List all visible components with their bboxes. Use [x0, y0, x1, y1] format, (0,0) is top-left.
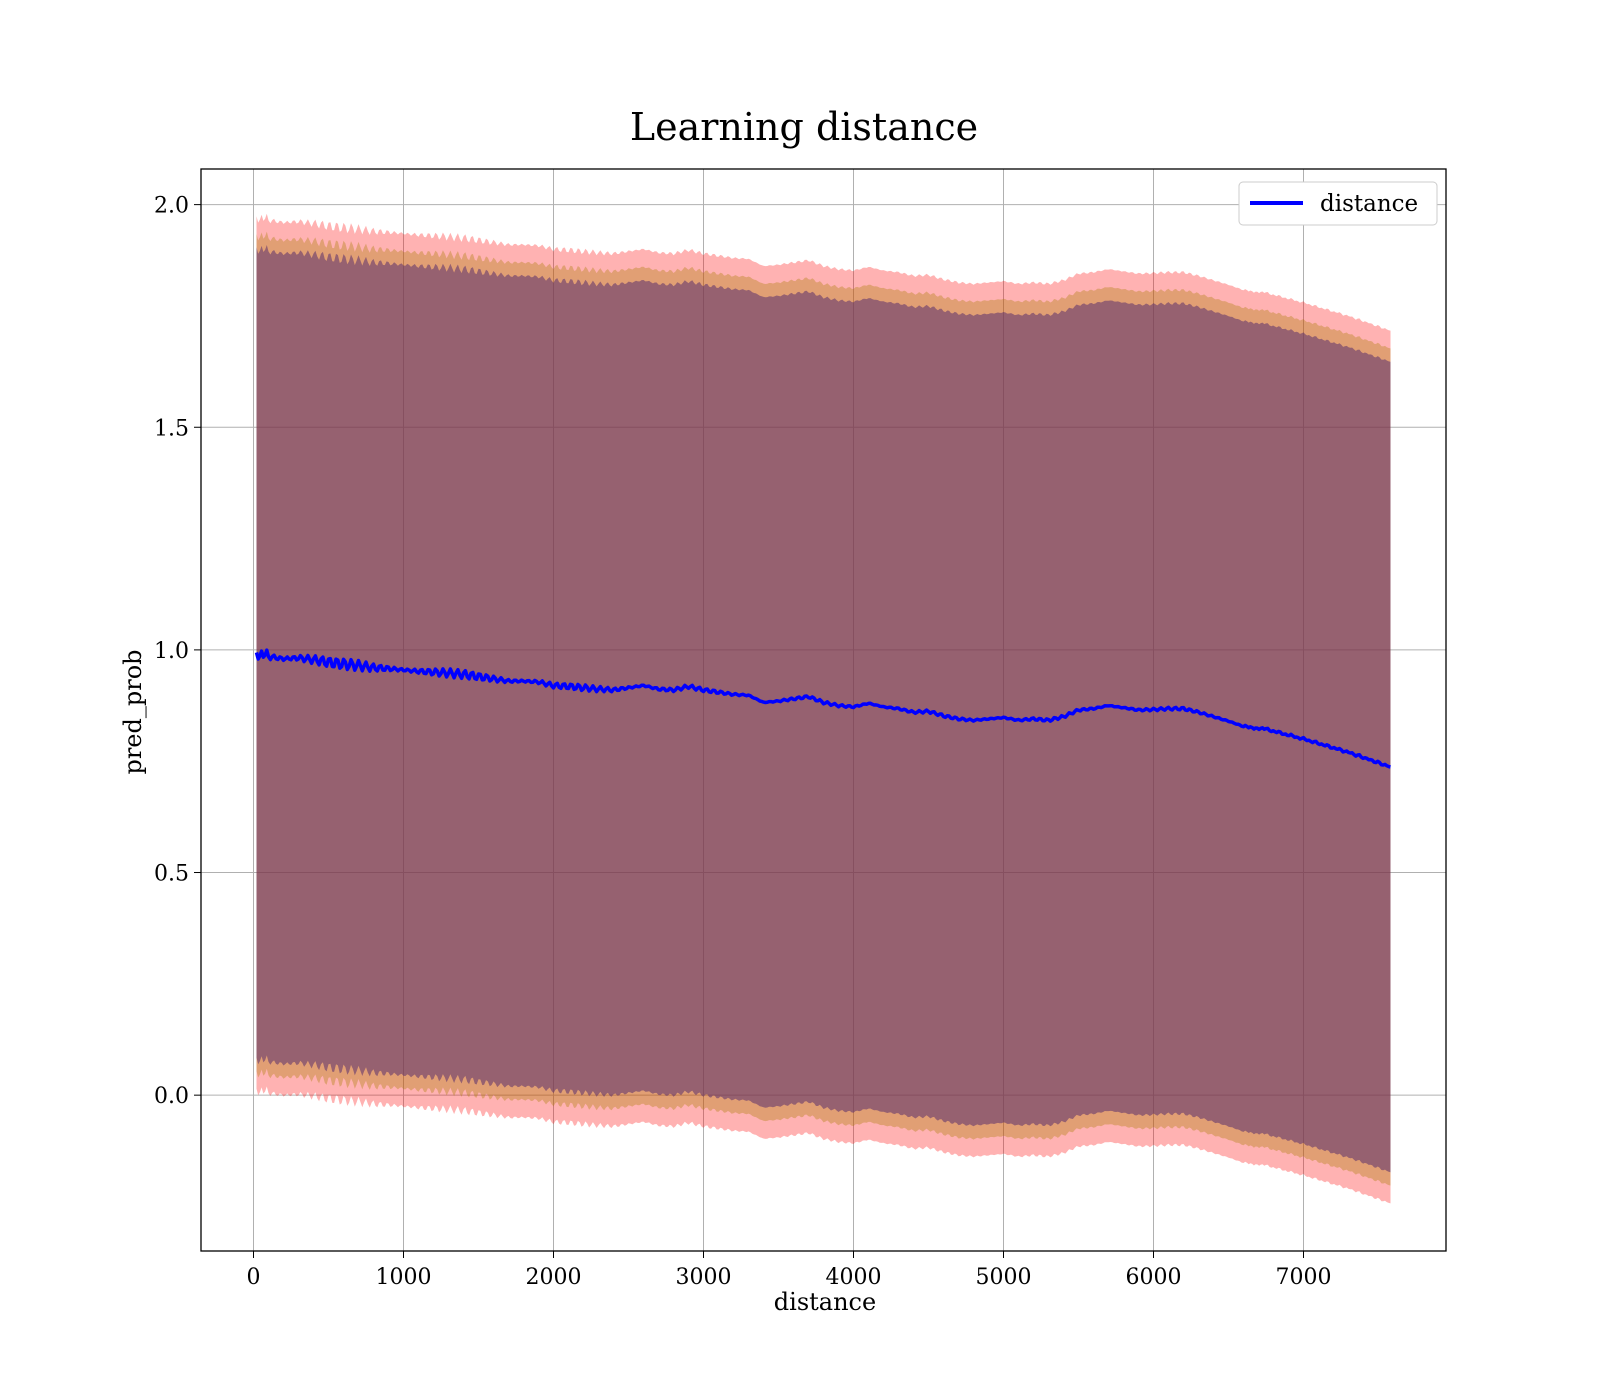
- confidence-bands: [256, 213, 1391, 1204]
- x-tick-label: 0: [247, 1265, 261, 1290]
- series-line-distance: [254, 648, 1391, 769]
- x-tick-label: 6000: [1126, 1265, 1182, 1290]
- y-tick-label: 1.5: [154, 416, 189, 441]
- band-inner: [256, 245, 1391, 1173]
- plot-frame: [200, 168, 1447, 1252]
- y-tick-label: 0.5: [154, 862, 189, 887]
- legend: distance: [1238, 181, 1438, 226]
- y-tick-label: 0.0: [154, 1084, 189, 1109]
- x-tick-label: 1000: [376, 1265, 432, 1290]
- y-tick-label: 1.0: [154, 639, 189, 664]
- x-tick-label: 5000: [976, 1265, 1032, 1290]
- legend-label-distance: distance: [1320, 191, 1418, 217]
- x-axis-label: distance: [774, 1288, 876, 1316]
- y-tick-label: 2.0: [154, 194, 189, 219]
- x-tick-label: 3000: [676, 1265, 732, 1290]
- x-tick-label: 4000: [826, 1265, 882, 1290]
- x-tick-label: 7000: [1276, 1265, 1332, 1290]
- chart-title: Learning distance: [630, 105, 978, 149]
- y-axis-label: pred_prob: [119, 649, 147, 774]
- x-tick-label: 2000: [526, 1265, 582, 1290]
- axis-ticks: 0 1000 2000 3000 4000 5000 6000 7000 0.0 0.5 1.0 1.…: [154, 194, 1332, 1290]
- legend-box: [1238, 181, 1438, 226]
